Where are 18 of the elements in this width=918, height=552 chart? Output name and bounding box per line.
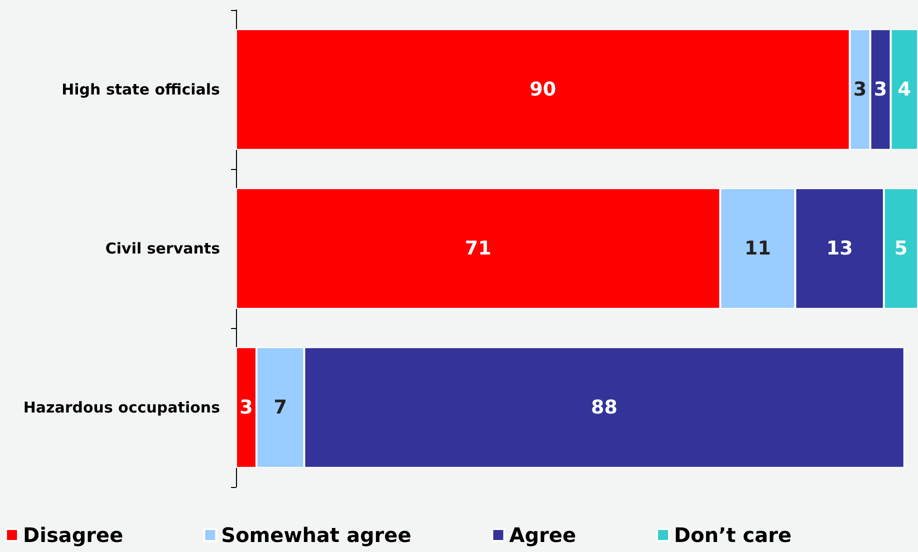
legend-label: Don’t care — [674, 523, 792, 547]
data-label: 13 — [826, 238, 853, 260]
y-tick-label: High state officials — [62, 80, 220, 98]
data-label: 90 — [530, 78, 556, 100]
data-label: 11 — [744, 238, 771, 260]
data-label: 3 — [240, 396, 253, 418]
data-label: 5 — [894, 238, 908, 260]
data-label: 88 — [591, 396, 618, 418]
data-label: 3 — [853, 78, 867, 100]
legend-label: Somewhat agree — [221, 523, 412, 547]
legend-label: Agree — [509, 523, 576, 547]
y-tick-label: Civil servants — [105, 240, 220, 258]
data-label: 3 — [874, 78, 888, 100]
legend-label: Disagree — [23, 523, 124, 547]
data-label: 71 — [464, 238, 492, 260]
y-tick-label: Hazardous occupations — [23, 398, 220, 416]
data-label: 7 — [274, 396, 287, 418]
data-label: 4 — [898, 78, 911, 100]
